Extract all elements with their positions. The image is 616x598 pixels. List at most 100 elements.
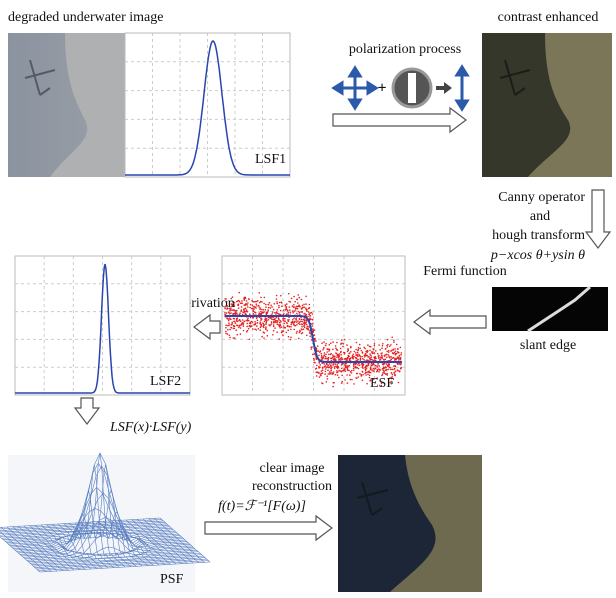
esf-sample (331, 373, 334, 375)
flow-arrow (193, 313, 221, 341)
esf-sample (312, 330, 315, 333)
esf-sample (259, 313, 261, 316)
esf-sample (350, 346, 352, 349)
esf-sample (362, 367, 364, 369)
esf-sample (350, 372, 353, 374)
esf-sample (249, 316, 252, 319)
esf-sample (343, 368, 346, 370)
esf-sample (343, 338, 346, 341)
esf-sample (246, 320, 249, 322)
esf-sample (315, 357, 317, 359)
esf-sample (232, 317, 235, 320)
esf-sample (250, 320, 253, 323)
esf-sample (386, 356, 388, 359)
esf-sample (384, 358, 387, 361)
esf-sample (293, 310, 296, 313)
esf-sample (327, 364, 329, 366)
esf-sample (385, 369, 388, 372)
esf-sample (330, 342, 332, 345)
esf-sample (282, 334, 284, 336)
esf-sample (276, 321, 279, 323)
esf-sample (247, 317, 249, 319)
esf-sample (298, 323, 301, 325)
esf-sample (353, 383, 355, 385)
esf-sample (265, 303, 267, 306)
esf-sample (228, 334, 231, 337)
esf-sample (329, 365, 332, 367)
mesh-line (38, 560, 209, 571)
esf-sample (285, 322, 288, 324)
esf-sample (300, 323, 303, 326)
esf-sample (377, 357, 380, 359)
esf-sample (384, 366, 387, 368)
esf-sample (364, 347, 367, 350)
esf-sample (338, 353, 341, 355)
esf-sample (346, 356, 349, 359)
esf-sample (369, 353, 371, 355)
esf-sample (364, 368, 367, 371)
esf-sample (281, 305, 283, 308)
esf-sample (237, 307, 240, 309)
esf-sample (349, 378, 352, 381)
esf-sample (393, 339, 395, 342)
esf-sample (300, 318, 303, 321)
esf-sample (323, 341, 325, 343)
esf-sample (269, 325, 271, 327)
esf-sample (243, 308, 245, 311)
esf-sample (386, 364, 389, 367)
esf-sample (390, 356, 392, 358)
esf-sample (315, 358, 318, 361)
esf-sample (342, 369, 344, 372)
esf-sample (321, 369, 324, 372)
edge-text: hough transform (492, 228, 585, 243)
esf-sample (324, 373, 326, 375)
esf-sample (369, 367, 372, 369)
esf-sample (334, 355, 336, 358)
esf-sample (362, 364, 365, 366)
esf-sample (374, 367, 377, 370)
esf-sample (332, 354, 334, 356)
esf-sample (255, 325, 258, 327)
esf-sample (287, 320, 290, 323)
esf-sample (346, 350, 349, 353)
esf-sample (373, 368, 376, 370)
esf-sample (243, 320, 245, 323)
esf-sample (254, 321, 256, 323)
esf-sample (372, 351, 374, 353)
lsf2-label: LSF2 (150, 374, 181, 389)
esf-sample (278, 318, 280, 321)
esf-sample (230, 307, 232, 309)
esf-sample (315, 375, 318, 377)
esf-sample (399, 363, 401, 366)
esf-sample (242, 325, 245, 327)
esf-sample (385, 373, 387, 376)
esf-sample (268, 302, 271, 304)
esf-sample (278, 304, 280, 307)
esf-sample (224, 307, 226, 310)
esf-sample (316, 345, 319, 347)
esf-sample (266, 312, 268, 315)
esf-sample (326, 366, 329, 368)
flow-arrow (73, 397, 101, 425)
esf-sample (274, 317, 276, 320)
esf-sample (332, 385, 334, 388)
esf-sample (327, 358, 330, 361)
esf-sample (322, 349, 324, 351)
esf-sample (251, 321, 254, 323)
esf-sample (325, 353, 327, 356)
esf-sample (291, 319, 294, 321)
esf-sample (301, 311, 303, 314)
slant-label: slant edge (520, 338, 576, 353)
esf-sample (249, 303, 252, 306)
esf-sample (311, 318, 313, 321)
esf-sample (371, 369, 373, 371)
esf-sample (226, 304, 228, 307)
esf-sample (393, 365, 395, 367)
esf-sample (357, 355, 359, 357)
esf-sample (297, 302, 299, 304)
esf-sample (332, 348, 334, 351)
esf-sample (324, 357, 326, 360)
esf-sample (336, 374, 339, 376)
esf-sample (225, 332, 227, 335)
esf-sample (324, 370, 327, 373)
